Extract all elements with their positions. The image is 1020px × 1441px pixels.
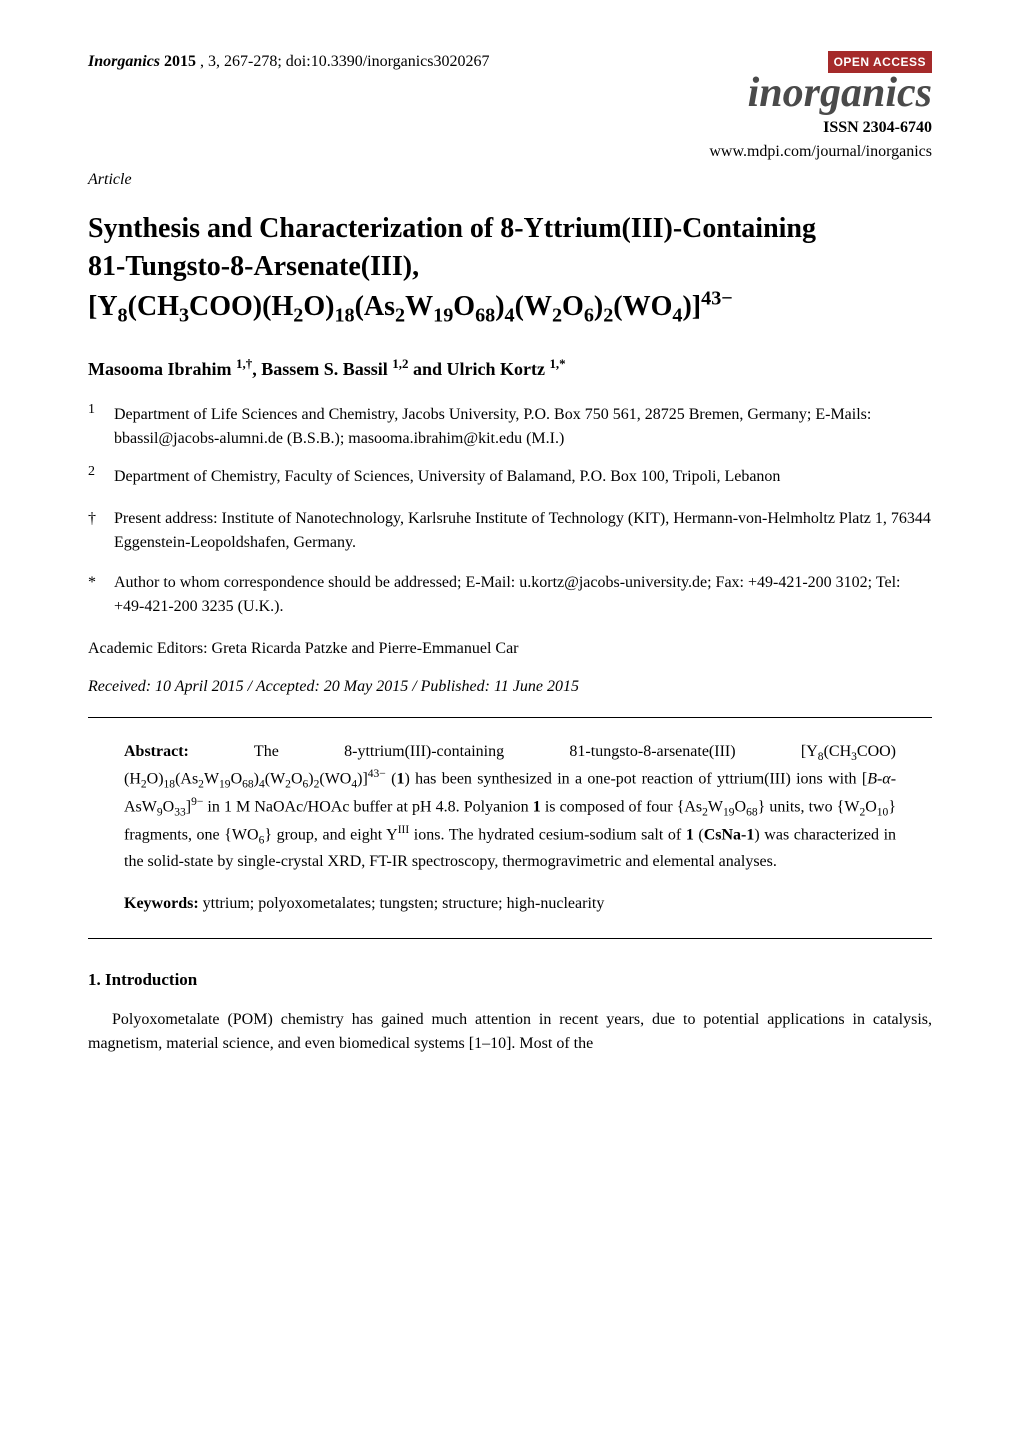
author-3: Ulrich Kortz	[446, 359, 549, 379]
corresponding-author-text: Author to whom correspondence should be …	[114, 571, 932, 619]
brand-block: OPEN ACCESS inorganics ISSN 2304-6740 ww…	[709, 50, 932, 164]
article-title: Synthesis and Characterization of 8-Yttr…	[88, 210, 932, 330]
asterisk-marker: *	[88, 571, 114, 619]
affil-marker-1: 1	[88, 402, 95, 417]
author-list: Masooma Ibrahim 1,†, Bassem S. Bassil 1,…	[88, 354, 932, 383]
present-address-text: Present address: Institute of Nanotechno…	[114, 507, 932, 555]
journal-year: 2015	[164, 53, 196, 70]
journal-name: Inorganics	[88, 53, 160, 70]
keywords-label: Keywords:	[124, 895, 199, 912]
divider-bottom	[88, 938, 932, 939]
journal-citation: Inorganics 2015 , 3, 267-278; doi:10.339…	[88, 50, 490, 74]
author-1-affil: 1,†	[236, 356, 252, 371]
title-line1: Synthesis and Characterization of 8-Yttr…	[88, 213, 816, 244]
affil-text-1: Department of Life Sciences and Chemistr…	[114, 403, 932, 451]
keywords: Keywords: yttrium; polyoxometalates; tun…	[88, 892, 932, 916]
corresponding-author-note: * Author to whom correspondence should b…	[88, 571, 932, 619]
abstract-label: Abstract:	[124, 743, 189, 760]
page-header: Inorganics 2015 , 3, 267-278; doi:10.339…	[88, 50, 932, 164]
affiliation-2: 2 Department of Chemistry, Faculty of Sc…	[88, 465, 932, 489]
author-3-affil: 1,*	[549, 356, 565, 371]
dagger-marker: †	[88, 507, 114, 555]
intro-paragraph: Polyoxometalate (POM) chemistry has gain…	[88, 1008, 932, 1056]
affil-text-2: Department of Chemistry, Faculty of Scie…	[114, 465, 932, 489]
abstract: Abstract: The 8-yttrium(III)-containing …	[88, 740, 932, 874]
author-2-affil: 1,2	[392, 356, 408, 371]
author-1: Masooma Ibrahim	[88, 359, 236, 379]
article-type: Article	[88, 168, 932, 192]
title-formula: [Y8(CH3COO)(H2O)18(As2W19O68)4(W2O6)2(WO…	[88, 291, 733, 322]
present-address-note: † Present address: Institute of Nanotech…	[88, 507, 932, 555]
title-line2: 81-Tungsto-8-Arsenate(III),	[88, 251, 419, 282]
affil-marker-2: 2	[88, 464, 95, 479]
academic-editors: Academic Editors: Greta Ricarda Patzke a…	[88, 637, 932, 661]
divider-top	[88, 717, 932, 718]
affiliation-1: 1 Department of Life Sciences and Chemis…	[88, 403, 932, 451]
section-heading-introduction: 1. Introduction	[88, 967, 932, 993]
issn-text: ISSN 2304-6740	[709, 116, 932, 140]
keywords-text: yttrium; polyoxometalates; tungsten; str…	[199, 895, 605, 912]
article-dates: Received: 10 April 2015 / Accepted: 20 M…	[88, 675, 932, 699]
journal-volume-pages: , 3, 267-278; doi:10.3390/inorganics3020…	[200, 53, 489, 70]
brand-wordmark: inorganics	[709, 72, 932, 114]
author-2: Bassem S. Bassil	[261, 359, 392, 379]
journal-url: www.mdpi.com/journal/inorganics	[709, 140, 932, 164]
affiliation-list: 1 Department of Life Sciences and Chemis…	[88, 403, 932, 489]
